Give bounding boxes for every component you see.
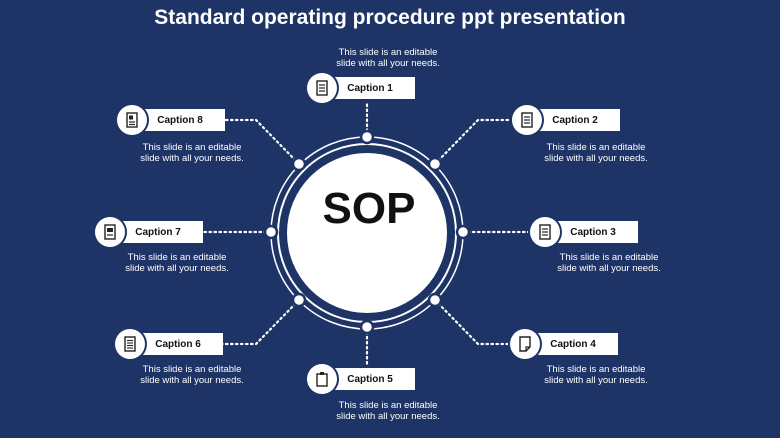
caption-6: Caption 6 <box>115 329 223 359</box>
caption-7-description: This slide is an editable slide with all… <box>125 252 229 274</box>
document-image-icon <box>117 105 147 135</box>
caption-2-label: Caption 2 <box>530 109 620 131</box>
caption-4-description: This slide is an editable slide with all… <box>544 364 648 386</box>
slide-title: Standard operating procedure ppt present… <box>154 6 626 29</box>
clipboard-icon <box>307 364 337 394</box>
caption-1-label: Caption 1 <box>325 77 415 99</box>
center-label: SOP <box>322 184 416 233</box>
center-circle <box>287 153 447 313</box>
caption-7-label: Caption 7 <box>113 221 203 243</box>
caption-1-description: This slide is an editable slide with all… <box>336 47 440 69</box>
caption-8-label: Caption 8 <box>135 109 225 131</box>
caption-3: Caption 3 <box>530 217 638 247</box>
caption-6-description: This slide is an editable slide with all… <box>140 364 244 386</box>
page-fold-icon <box>510 329 540 359</box>
caption-5: Caption 5 <box>307 364 415 394</box>
connector-8 <box>222 118 301 166</box>
caption-4: Caption 4 <box>510 329 618 359</box>
caption-8-description: This slide is an editable slide with all… <box>140 142 244 164</box>
document-chart-icon <box>95 217 125 247</box>
connector-4 <box>433 298 512 346</box>
caption-5-description: This slide is an editable slide with all… <box>336 400 440 422</box>
connector-2 <box>433 118 514 166</box>
caption-3-label: Caption 3 <box>548 221 638 243</box>
document-lines-icon <box>307 73 337 103</box>
caption-8: Caption 8 <box>117 105 225 135</box>
caption-1: Caption 1 <box>307 73 415 103</box>
caption-5-label: Caption 5 <box>325 368 415 390</box>
caption-4-label: Caption 4 <box>528 333 618 355</box>
caption-2: Caption 2 <box>512 105 620 135</box>
document-lines-icon <box>115 329 145 359</box>
document-lines-icon <box>512 105 542 135</box>
connector-6 <box>220 298 301 346</box>
caption-2-description: This slide is an editable slide with all… <box>544 142 648 164</box>
caption-6-label: Caption 6 <box>133 333 223 355</box>
document-lines-icon <box>530 217 560 247</box>
caption-7: Caption 7 <box>95 217 203 247</box>
caption-3-description: This slide is an editable slide with all… <box>557 252 661 274</box>
